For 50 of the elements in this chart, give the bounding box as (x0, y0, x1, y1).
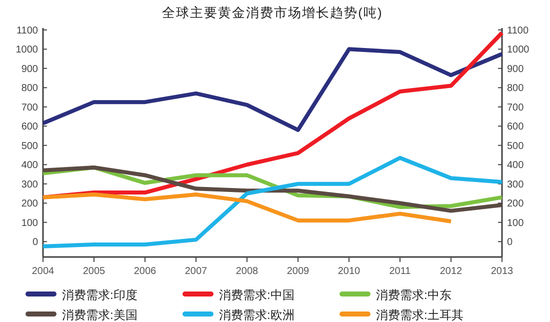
x-tick-label: 2011 (389, 266, 412, 277)
line-series (41, 47, 504, 132)
legend-label: 消费需求:中东 (376, 288, 452, 302)
legend-item: 消费需求:印度 (26, 288, 138, 302)
legend-item: 消费需求:土耳其 (340, 308, 464, 322)
legend-label: 消费需求:印度 (62, 288, 138, 302)
y2-tick-label: 900 (507, 64, 524, 75)
x-tick-label: 2012 (440, 266, 463, 277)
y2-tick-label: 1000 (507, 44, 530, 56)
legend-label: 消费需求:中国 (219, 288, 294, 302)
y-tick-label: 500 (21, 140, 38, 152)
y2-tick-label: 700 (507, 102, 524, 114)
x-tick-label: 2008 (236, 266, 259, 277)
y2-tick-label: 200 (507, 198, 524, 210)
y2-tick-label: 400 (507, 160, 524, 172)
y-tick-label: 900 (21, 64, 38, 75)
x-tick-label: 2004 (32, 266, 55, 277)
y-tick-label: 0 (32, 237, 38, 248)
legend-item: 消费需求:中东 (340, 288, 452, 302)
y-tick-label: 400 (21, 160, 38, 172)
line-series (41, 156, 504, 248)
x-tick-label: 2013 (490, 266, 514, 277)
y-tick-label: 1000 (16, 44, 38, 56)
y2-tick-label: 600 (507, 122, 524, 133)
y-tick-label: 800 (21, 83, 38, 94)
y2-tick-label: 300 (507, 179, 524, 190)
y2-tick-label: 500 (507, 140, 524, 152)
x-tick-label: 2009 (286, 266, 310, 277)
y-tick-label: 600 (21, 122, 38, 133)
legend-item: 消费需求:中国 (182, 288, 294, 302)
y-tick-label: 1100 (16, 25, 38, 36)
x-tick-label: 2006 (134, 266, 157, 277)
legend-item: 消费需求:美国 (26, 308, 138, 322)
y2-tick-label: 100 (507, 218, 524, 229)
y-tick-label: 100 (21, 218, 38, 229)
y-tick-label: 700 (21, 102, 38, 114)
y2-tick-label: 0 (507, 237, 513, 248)
y-tick-label: 200 (21, 198, 38, 210)
legend-item: 消费需求:欧洲 (182, 308, 294, 322)
y-tick-label: 300 (21, 179, 38, 190)
legend-label: 消费需求:土耳其 (376, 308, 464, 322)
legend-label: 消费需求:欧洲 (219, 308, 294, 322)
x-tick-label: 2007 (184, 266, 208, 277)
legend-label: 消费需求:美国 (62, 308, 138, 322)
y2-tick-label: 800 (507, 83, 524, 94)
x-tick-label: 2010 (338, 266, 361, 277)
line-series (41, 192, 453, 224)
y2-tick-label: 1100 (507, 25, 529, 36)
chart-title: 全球主要黄金消费市场增长趋势(吨) (162, 5, 383, 20)
x-tick-label: 2005 (82, 266, 106, 277)
